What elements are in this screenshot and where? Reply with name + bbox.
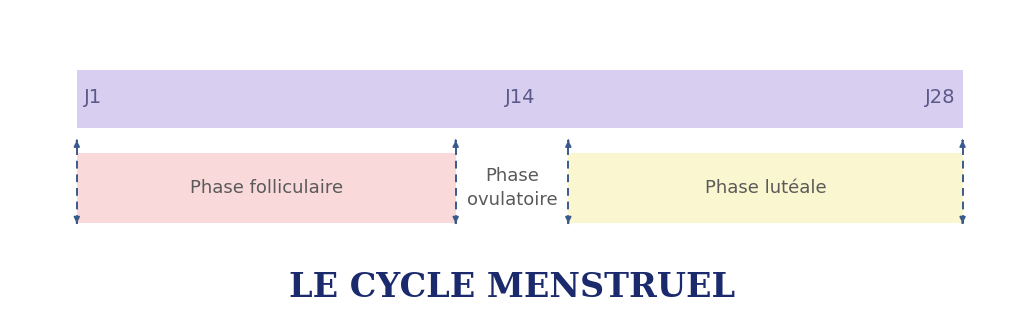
Bar [568,153,963,223]
Text: J1: J1 [84,88,102,107]
Text: LE CYCLE MENSTRUEL: LE CYCLE MENSTRUEL [289,271,735,304]
Bar [77,70,963,128]
Text: J14: J14 [505,88,536,107]
Text: J28: J28 [925,88,955,107]
Text: Phase folliculaire: Phase folliculaire [189,179,343,197]
Text: Phase
ovulatoire: Phase ovulatoire [467,167,557,209]
Text: Phase lutéale: Phase lutéale [706,179,826,197]
Bar [77,153,456,223]
